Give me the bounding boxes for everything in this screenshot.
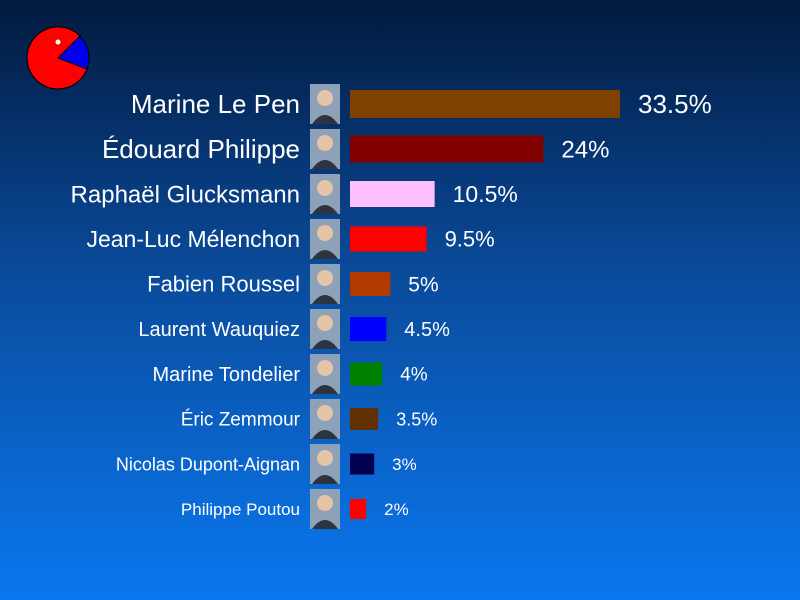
candidate-name: Marine Tondelier <box>153 364 301 386</box>
value-label: 5% <box>408 273 438 296</box>
value-label: 10.5% <box>453 181 518 207</box>
value-label: 33.5% <box>638 89 712 119</box>
bar <box>350 135 544 163</box>
portrait-photo-icon <box>310 399 340 439</box>
bar <box>350 90 620 118</box>
bar <box>350 317 387 341</box>
candidate-name: Jean-Luc Mélenchon <box>86 226 300 252</box>
candidate-name: Fabien Roussel <box>147 272 300 297</box>
portrait-photo-icon <box>310 489 340 529</box>
value-label: 9.5% <box>445 227 495 252</box>
bar <box>350 408 379 430</box>
candidate-name: Marine Le Pen <box>131 89 300 119</box>
bar <box>350 226 427 252</box>
candidate-name: Éric Zemmour <box>181 410 301 431</box>
candidate-name: Nicolas Dupont-Aignan <box>116 454 300 474</box>
value-label: 4% <box>400 365 428 386</box>
candidate-name: Édouard Philippe <box>102 134 300 164</box>
bar <box>350 453 375 475</box>
portrait-photo-icon <box>310 354 340 394</box>
value-label: 3% <box>392 455 417 474</box>
value-label: 3.5% <box>396 409 437 429</box>
value-label: 24% <box>561 136 609 163</box>
candidate-name: Raphaël Glucksmann <box>71 181 300 208</box>
portrait-photo-icon <box>310 84 340 124</box>
candidate-name: Philippe Poutou <box>181 500 300 519</box>
pacman-pie-icon <box>26 26 90 90</box>
value-label: 4.5% <box>404 319 450 341</box>
candidate-name: Laurent Wauquiez <box>138 319 300 341</box>
value-label: 2% <box>384 500 409 519</box>
portrait-photo-icon <box>310 264 340 304</box>
portrait-photo-icon <box>310 219 340 259</box>
bar <box>350 272 391 296</box>
portrait-photo-icon <box>310 174 340 214</box>
bar <box>350 181 435 207</box>
bar <box>350 499 367 519</box>
portrait-photo-icon <box>310 129 340 169</box>
bar <box>350 362 383 386</box>
portrait-photo-icon <box>310 444 340 484</box>
portrait-photo-icon <box>310 309 340 349</box>
